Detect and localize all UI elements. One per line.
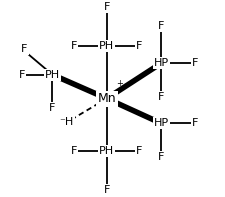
Text: Mn: Mn: [97, 92, 116, 105]
Text: F: F: [136, 146, 143, 156]
Text: F: F: [192, 118, 198, 128]
Text: PH: PH: [99, 146, 114, 156]
Text: F: F: [18, 70, 25, 80]
Text: F: F: [136, 41, 143, 51]
Text: F: F: [21, 44, 28, 54]
Text: PH: PH: [99, 41, 114, 51]
Text: F: F: [158, 92, 164, 102]
Text: F: F: [158, 21, 164, 31]
Text: F: F: [104, 185, 110, 195]
Text: HP: HP: [153, 58, 169, 68]
Text: F: F: [71, 41, 77, 51]
Text: +: +: [116, 79, 123, 88]
Text: F: F: [158, 152, 164, 162]
Text: PH: PH: [45, 70, 60, 80]
Text: HP: HP: [153, 118, 169, 128]
Text: ⁻H: ⁻H: [60, 117, 74, 127]
Text: F: F: [71, 146, 77, 156]
Text: F: F: [104, 2, 110, 12]
Text: F: F: [49, 103, 56, 113]
Text: F: F: [192, 58, 198, 68]
